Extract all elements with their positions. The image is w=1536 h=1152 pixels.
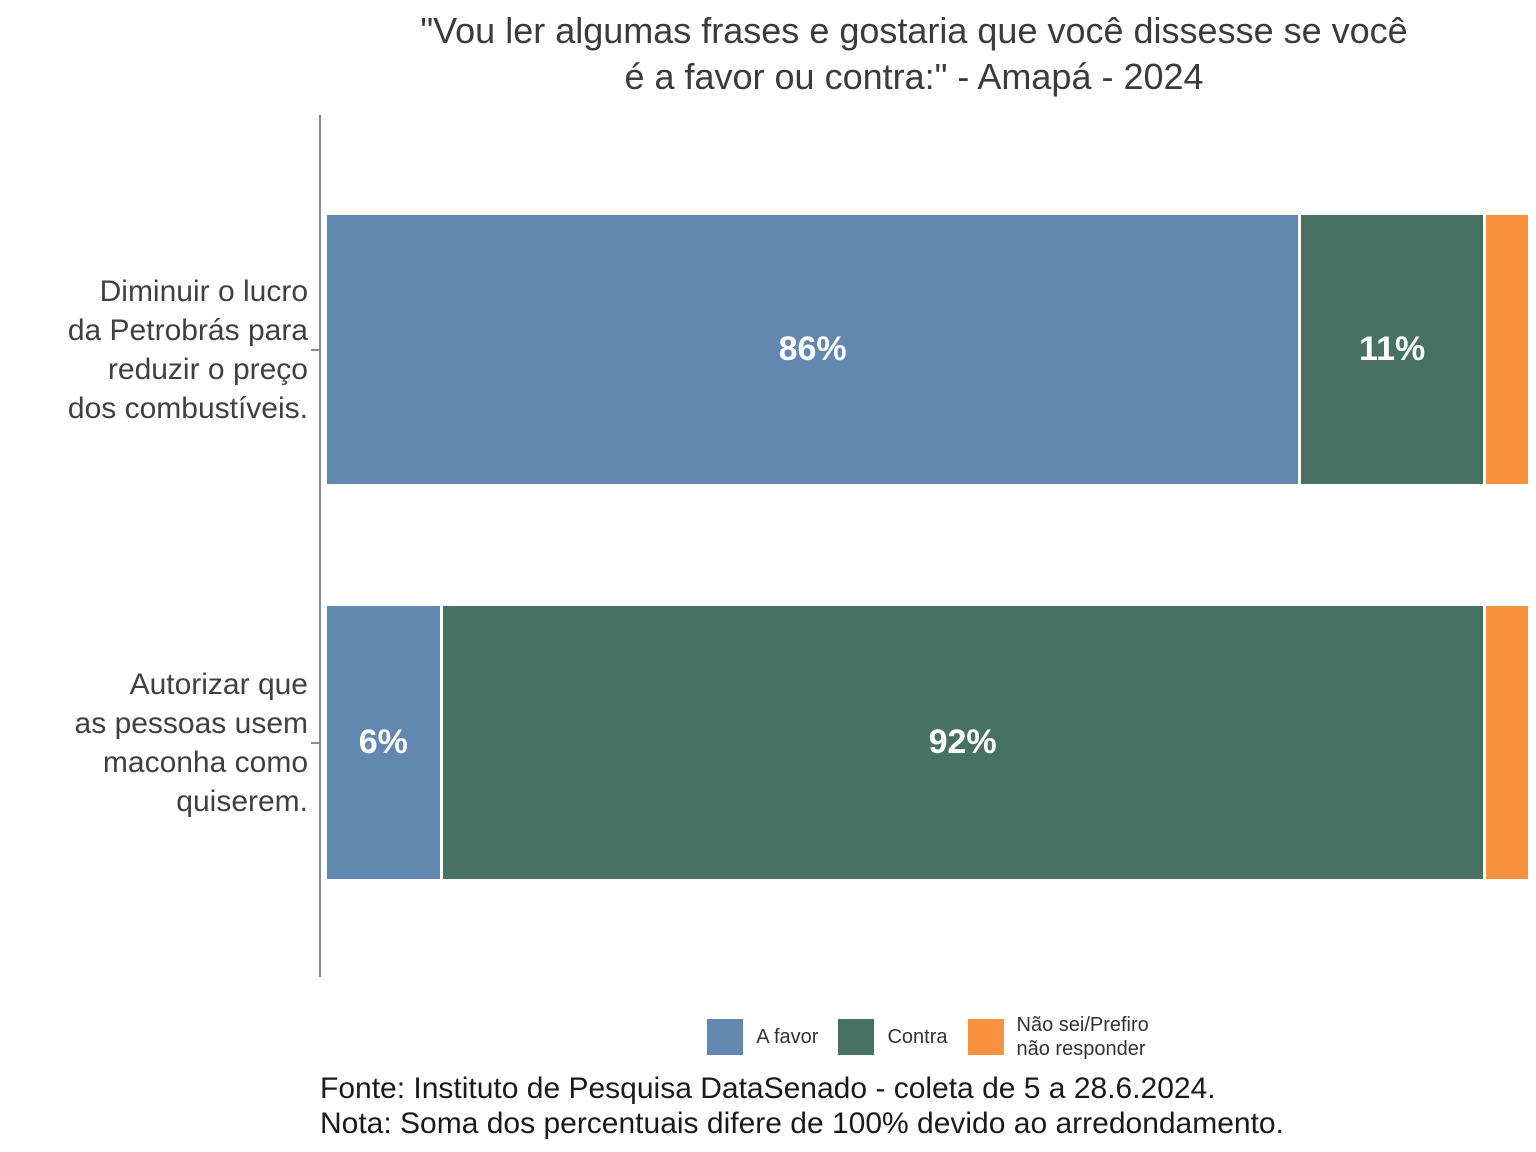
bar-segment-contra: 11% [1301, 215, 1483, 484]
rounding-note: Nota: Soma dos percentuais difere de 100… [320, 1107, 1284, 1140]
bar-value-label: 86% [778, 330, 847, 368]
legend-label: Contra [887, 1026, 948, 1048]
legend-swatch-contra [838, 1019, 875, 1055]
legend-item-nao-sei: Não sei/Prefiro não responder [967, 1013, 1149, 1061]
legend: A favor Contra Não sei/Prefiro não respo… [320, 1008, 1536, 1066]
legend-swatch-a-favor [707, 1019, 744, 1055]
bar-segment-contra: 92% [442, 606, 1483, 879]
bar-value-label: 11% [1359, 330, 1426, 368]
bar-row: 86% 11% [327, 215, 1529, 484]
bar-segment-nao-sei-prefiro-nao-responder [1485, 606, 1528, 879]
legend-label: Não sei/Prefiro não responder [1016, 1014, 1149, 1060]
chart-title: "Vou ler algumas frases e gostaria que v… [420, 10, 1408, 97]
category-label-petrobras: Diminuir o lucro da Petrobrás para reduz… [67, 274, 308, 425]
bar-value-label: 6% [358, 723, 408, 761]
y-axis-tick [311, 349, 320, 351]
legend-label: A favor [756, 1026, 819, 1048]
legend-swatch-nao-sei [967, 1019, 1004, 1055]
category-label-maconha: Autorizar que as pessoas usem maconha co… [74, 667, 308, 818]
footer: Fonte: Instituto de Pesquisa DataSenado … [320, 1071, 1284, 1141]
y-axis-line [319, 115, 321, 977]
y-axis-tick [311, 742, 320, 744]
legend-item-contra: Contra [838, 1019, 948, 1055]
bar-segment-a-favor: 6% [327, 606, 440, 879]
source-note: Fonte: Instituto de Pesquisa DataSenado … [320, 1072, 1216, 1105]
legend-item-a-favor: A favor [707, 1019, 818, 1055]
bar-row: 6% 92% [327, 606, 1528, 879]
bar-segment-a-favor: 86% [327, 215, 1299, 484]
bar-value-label: 92% [928, 723, 997, 761]
bar-segment-nao-sei-prefiro-nao-responder [1486, 215, 1529, 484]
